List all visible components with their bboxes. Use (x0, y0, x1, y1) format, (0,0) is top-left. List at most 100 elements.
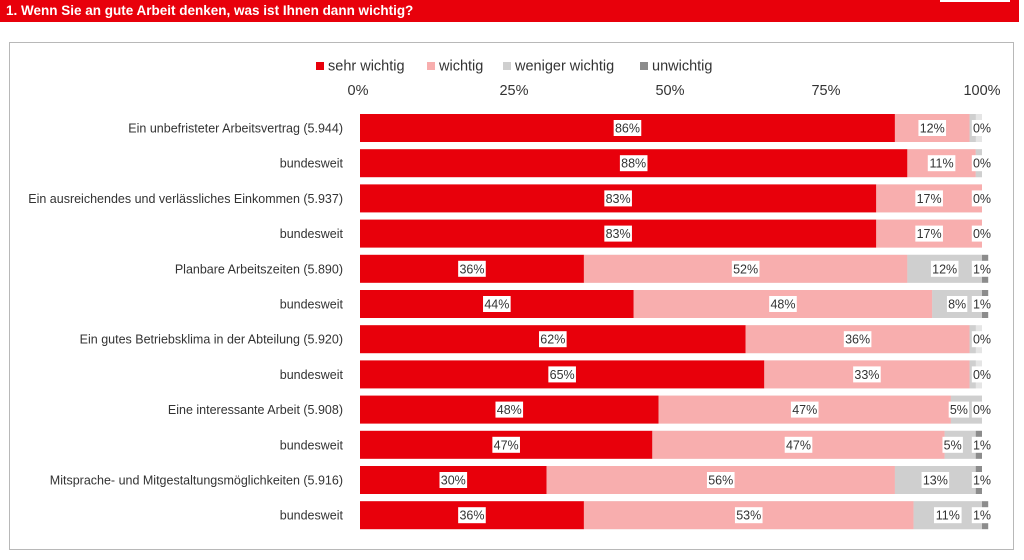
legend-swatch (427, 62, 435, 70)
data-label: 52% (733, 262, 758, 276)
axis-tick-label: 50% (655, 83, 684, 99)
data-label: 33% (854, 368, 879, 382)
data-label-box (706, 472, 735, 488)
data-label-box (458, 260, 486, 277)
data-label-box (971, 507, 993, 524)
legend-swatch (503, 62, 511, 70)
data-label: 47% (786, 438, 811, 452)
data-label-box (971, 401, 993, 418)
data-label: 36% (459, 262, 484, 276)
data-label: 48% (497, 403, 522, 417)
data-label: 88% (621, 157, 646, 171)
data-label-box (492, 436, 520, 453)
data-label-box (784, 436, 813, 453)
data-label: 5% (944, 438, 962, 452)
data-label-box (971, 366, 993, 383)
data-label-box (458, 507, 486, 524)
data-label-box (604, 190, 632, 207)
data-label: 65% (550, 368, 575, 382)
category-label: Planbare Arbeitszeiten (5.890) (175, 262, 343, 276)
data-label: 86% (615, 122, 640, 136)
data-label-box (971, 436, 993, 453)
data-label: 0% (973, 333, 991, 347)
data-label: 13% (923, 474, 948, 488)
data-label-box (927, 155, 956, 172)
category-label: Ein unbefristeter Arbeitsvertrag (5.944) (128, 122, 343, 136)
data-label-box (619, 155, 648, 172)
data-label: 47% (494, 438, 519, 452)
data-label: 44% (484, 298, 509, 312)
category-label: Ein ausreichendes und verlässliches Eink… (28, 192, 343, 206)
data-label-box (971, 155, 993, 172)
data-label: 62% (540, 333, 565, 347)
data-label-box (613, 120, 642, 136)
data-label-box (971, 260, 993, 277)
data-label: 36% (845, 333, 870, 347)
data-label: 83% (606, 192, 631, 206)
data-label-box (539, 331, 567, 348)
data-label-box (971, 472, 993, 488)
data-label-box (915, 190, 943, 207)
data-label-box (971, 296, 993, 312)
legend-label: weniger wichtig (514, 59, 614, 75)
legend-label: unwichtig (652, 59, 712, 75)
data-label: 83% (606, 227, 631, 241)
category-label: Eine interessante Arbeit (5.908) (168, 403, 343, 417)
data-label: 0% (973, 122, 991, 136)
data-label-box (933, 507, 962, 524)
data-label: 0% (973, 192, 991, 206)
data-label-box (734, 507, 763, 524)
data-label-box (971, 225, 993, 242)
header-decorative-line (940, 0, 1010, 2)
category-label: Ein gutes Betriebsklima in der Abteilung… (80, 333, 343, 347)
data-label: 0% (973, 157, 991, 171)
data-label-box (971, 190, 993, 207)
data-label: 0% (973, 368, 991, 382)
data-label: 47% (792, 403, 817, 417)
category-label: bundesweit (280, 227, 344, 241)
category-label: Mitsprache- und Mitgestaltungsmöglichkei… (50, 474, 343, 488)
data-label: 11% (930, 157, 954, 171)
data-label-box (769, 296, 797, 312)
data-label-box (918, 120, 947, 136)
data-label: 0% (973, 403, 991, 417)
data-label-box (946, 296, 968, 312)
legend-swatch (640, 62, 648, 70)
category-label: bundesweit (280, 509, 344, 523)
data-label-box (948, 401, 970, 418)
data-label: 53% (736, 509, 761, 523)
chart-frame (9, 42, 1014, 550)
data-label-box (604, 225, 632, 242)
data-label-box (731, 260, 760, 277)
data-label-box (843, 331, 872, 348)
data-label: 30% (441, 474, 466, 488)
legend-label: wichtig (438, 59, 483, 75)
data-label: 1% (973, 438, 991, 452)
data-label-box (930, 260, 959, 277)
data-label: 11% (936, 509, 960, 523)
data-label: 56% (708, 474, 733, 488)
category-label: bundesweit (280, 438, 344, 452)
category-label: bundesweit (280, 368, 344, 382)
data-label: 0% (973, 227, 991, 241)
data-label-box (853, 366, 881, 383)
data-label: 1% (973, 298, 991, 312)
category-label: bundesweit (280, 157, 344, 171)
chart-header-bar: 1. Wenn Sie an gute Arbeit denken, was i… (0, 0, 1019, 22)
chart-title: 1. Wenn Sie an gute Arbeit denken, was i… (6, 3, 414, 18)
data-label-box (971, 331, 993, 348)
data-label-box (921, 472, 950, 488)
data-label: 48% (770, 298, 795, 312)
data-label-box (495, 401, 524, 418)
data-label: 12% (932, 262, 957, 276)
data-label-box (790, 401, 819, 418)
data-label: 1% (973, 474, 991, 488)
data-label-box (439, 472, 468, 488)
axis-tick-label: 0% (348, 83, 369, 99)
data-label: 17% (917, 192, 942, 206)
data-label: 12% (920, 122, 945, 136)
data-label: 1% (973, 509, 991, 523)
data-label-box (942, 436, 963, 453)
legend-swatch (316, 62, 324, 70)
